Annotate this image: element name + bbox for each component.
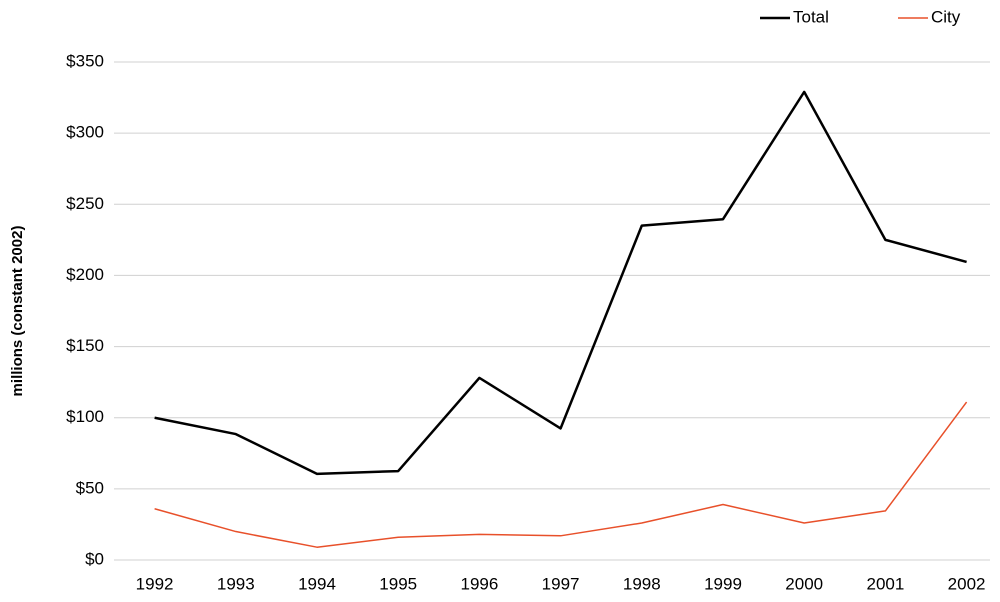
y-axis-label: millions (constant 2002) xyxy=(9,226,26,397)
x-tick-label: 1999 xyxy=(704,574,742,593)
x-tick-label: 2001 xyxy=(866,574,904,593)
series-line xyxy=(154,90,967,476)
y-tick-label: $0 xyxy=(85,549,104,568)
x-tick-label: 1992 xyxy=(136,574,174,593)
x-tick-label: 2000 xyxy=(785,574,823,593)
y-tick-label: $350 xyxy=(66,51,104,70)
y-tick-label: $200 xyxy=(66,265,104,284)
x-tick-label: 1993 xyxy=(217,574,255,593)
x-tick-label: 1994 xyxy=(298,574,336,593)
y-tick-label: $250 xyxy=(66,194,104,213)
x-tick-label: 1997 xyxy=(542,574,580,593)
legend-label: Total xyxy=(793,7,829,26)
x-tick-label: 1996 xyxy=(460,574,498,593)
x-tick-label: 1995 xyxy=(379,574,417,593)
x-tick-label: 2002 xyxy=(948,574,986,593)
y-tick-label: $150 xyxy=(66,336,104,355)
x-tick-label: 1998 xyxy=(623,574,661,593)
y-tick-label: $100 xyxy=(66,407,104,426)
y-tick-label: $50 xyxy=(76,478,104,497)
legend-label: City xyxy=(931,7,961,26)
series-line xyxy=(154,401,968,548)
y-tick-label: $300 xyxy=(66,123,104,142)
